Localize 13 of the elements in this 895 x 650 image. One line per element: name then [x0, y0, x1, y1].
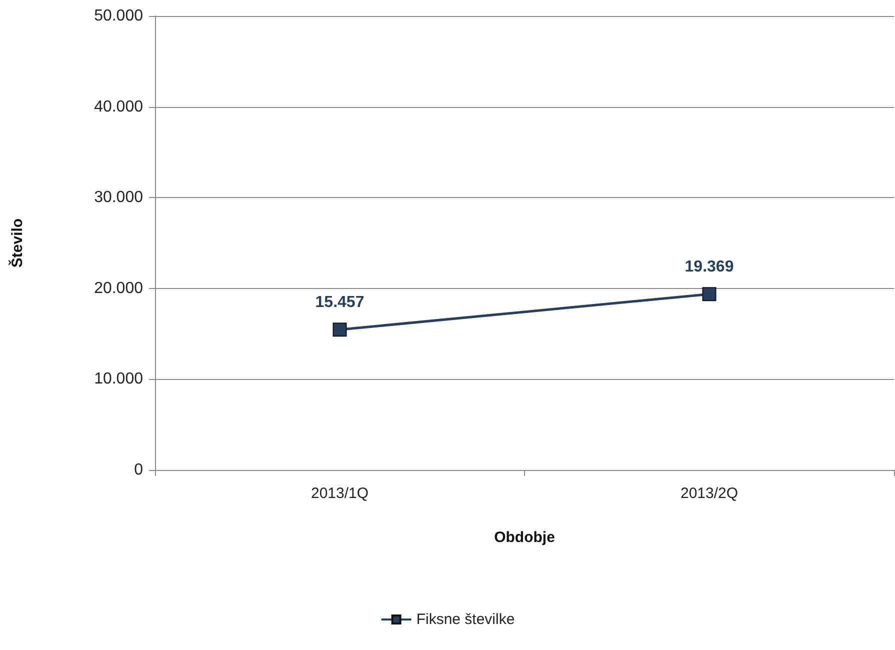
x-tick-label: 2013/2Q — [680, 485, 738, 502]
y-tick-label: 0 — [134, 462, 144, 478]
y-axis-title: Število — [8, 218, 26, 268]
data-label: 15.457 — [315, 294, 364, 312]
y-tick-label: 40.000 — [94, 98, 144, 116]
y-tick-label: 10.000 — [94, 370, 144, 388]
x-tick-label: 2013/1Q — [310, 485, 369, 502]
data-label: 19.369 — [684, 258, 734, 276]
x-axis-title: Obdobje — [494, 529, 555, 546]
y-tick-label: 30.000 — [94, 189, 144, 206]
y-tick-label: 50.000 — [94, 8, 144, 24]
legend-label: Fiksne številke — [416, 611, 515, 628]
y-tick-label: 20.000 — [94, 280, 144, 297]
